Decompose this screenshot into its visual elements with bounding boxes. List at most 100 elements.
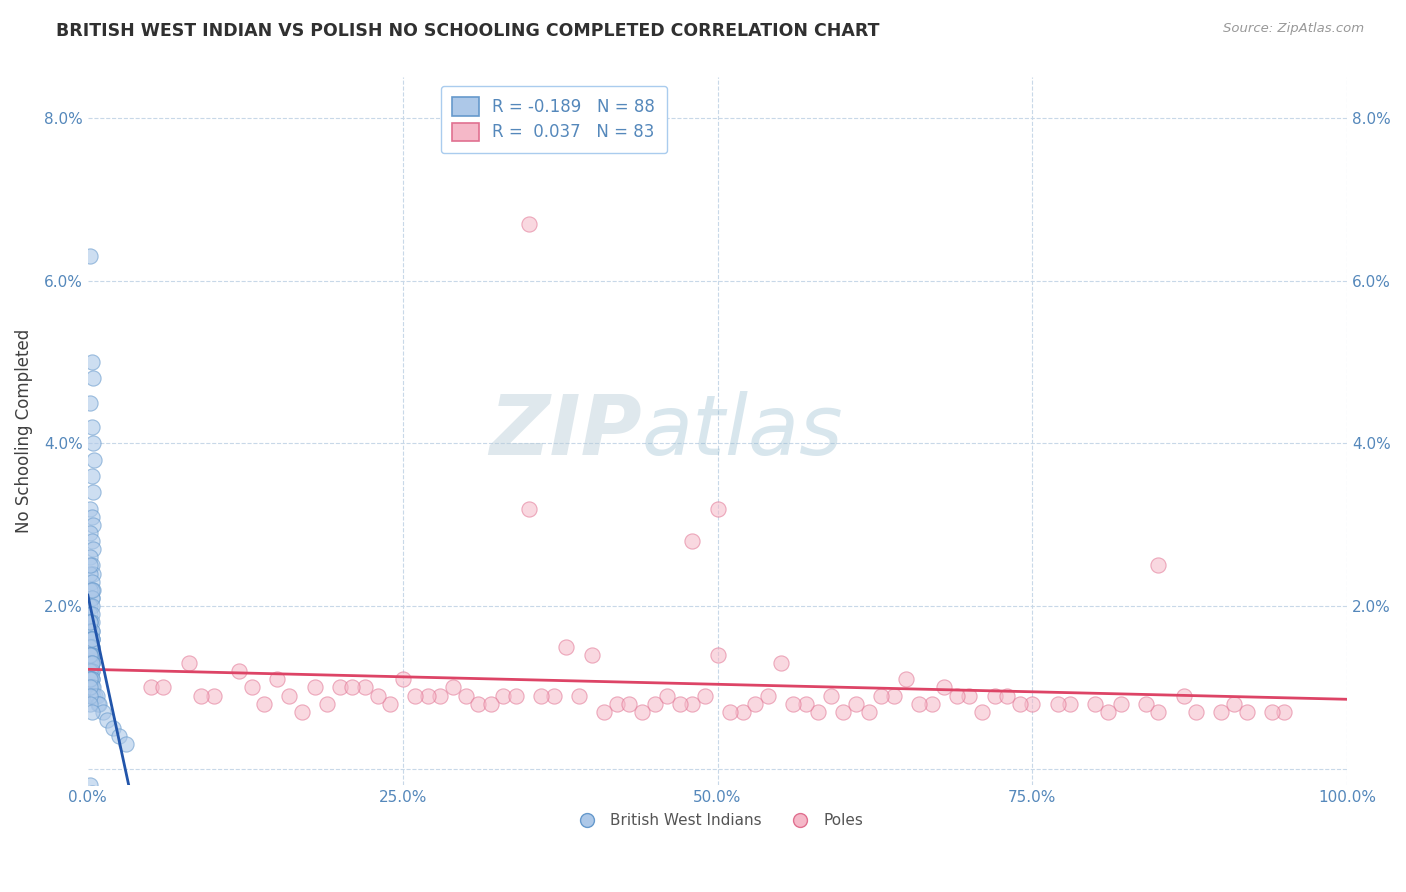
Point <box>782 697 804 711</box>
Point <box>316 697 339 711</box>
Point <box>80 469 103 483</box>
Text: Source: ZipAtlas.com: Source: ZipAtlas.com <box>1223 22 1364 36</box>
Point <box>108 729 131 743</box>
Point <box>921 697 943 711</box>
Point <box>86 689 108 703</box>
Point <box>79 648 101 662</box>
Point <box>79 640 101 654</box>
Point <box>1059 697 1081 711</box>
Point <box>631 705 654 719</box>
Point <box>79 249 101 263</box>
Point <box>253 697 276 711</box>
Point <box>101 721 124 735</box>
Point <box>756 689 779 703</box>
Point <box>82 371 104 385</box>
Point <box>1272 705 1295 719</box>
Point <box>530 689 553 703</box>
Point <box>79 697 101 711</box>
Point <box>454 689 477 703</box>
Point <box>693 689 716 703</box>
Point <box>82 582 104 597</box>
Point <box>744 697 766 711</box>
Point <box>82 517 104 532</box>
Point <box>644 697 666 711</box>
Point <box>80 355 103 369</box>
Point <box>80 591 103 605</box>
Point <box>467 697 489 711</box>
Point <box>896 673 918 687</box>
Point <box>79 550 101 565</box>
Point <box>79 664 101 678</box>
Point <box>80 624 103 638</box>
Point <box>228 664 250 678</box>
Point <box>80 656 103 670</box>
Point <box>1046 697 1069 711</box>
Point <box>505 689 527 703</box>
Point <box>391 673 413 687</box>
Point <box>82 689 104 703</box>
Point <box>79 656 101 670</box>
Point <box>492 689 515 703</box>
Point <box>79 640 101 654</box>
Point <box>441 681 464 695</box>
Point <box>80 640 103 654</box>
Point <box>82 485 104 500</box>
Point <box>80 689 103 703</box>
Point <box>114 738 136 752</box>
Point <box>152 681 174 695</box>
Point <box>79 501 101 516</box>
Point <box>80 591 103 605</box>
Point <box>1097 705 1119 719</box>
Point <box>959 689 981 703</box>
Point <box>1084 697 1107 711</box>
Point <box>1147 705 1170 719</box>
Point <box>1147 558 1170 573</box>
Point <box>82 436 104 450</box>
Point <box>342 681 364 695</box>
Point <box>79 664 101 678</box>
Legend: British West Indians, Poles: British West Indians, Poles <box>567 807 869 834</box>
Point <box>1211 705 1233 719</box>
Point <box>80 648 103 662</box>
Point <box>79 656 101 670</box>
Point <box>706 648 728 662</box>
Point <box>79 615 101 630</box>
Point <box>240 681 263 695</box>
Point <box>79 681 101 695</box>
Point <box>79 648 101 662</box>
Point <box>870 689 893 703</box>
Point <box>983 689 1005 703</box>
Point <box>1185 705 1208 719</box>
Point <box>83 452 105 467</box>
Point <box>731 705 754 719</box>
Point <box>79 673 101 687</box>
Point <box>354 681 377 695</box>
Point <box>79 689 101 703</box>
Point <box>995 689 1018 703</box>
Point <box>80 786 103 800</box>
Point <box>681 534 703 549</box>
Point <box>718 705 741 719</box>
Point <box>416 689 439 703</box>
Point <box>555 640 578 654</box>
Point <box>79 673 101 687</box>
Point <box>96 713 118 727</box>
Point <box>79 689 101 703</box>
Point <box>1021 697 1043 711</box>
Point <box>79 607 101 622</box>
Point <box>1260 705 1282 719</box>
Point <box>934 681 956 695</box>
Point <box>82 566 104 581</box>
Point <box>1008 697 1031 711</box>
Point <box>79 615 101 630</box>
Point <box>139 681 162 695</box>
Point <box>79 664 101 678</box>
Point <box>479 697 502 711</box>
Point <box>84 689 107 703</box>
Point <box>668 697 690 711</box>
Point <box>619 697 641 711</box>
Point <box>79 396 101 410</box>
Point <box>794 697 817 711</box>
Point <box>80 534 103 549</box>
Point <box>79 558 101 573</box>
